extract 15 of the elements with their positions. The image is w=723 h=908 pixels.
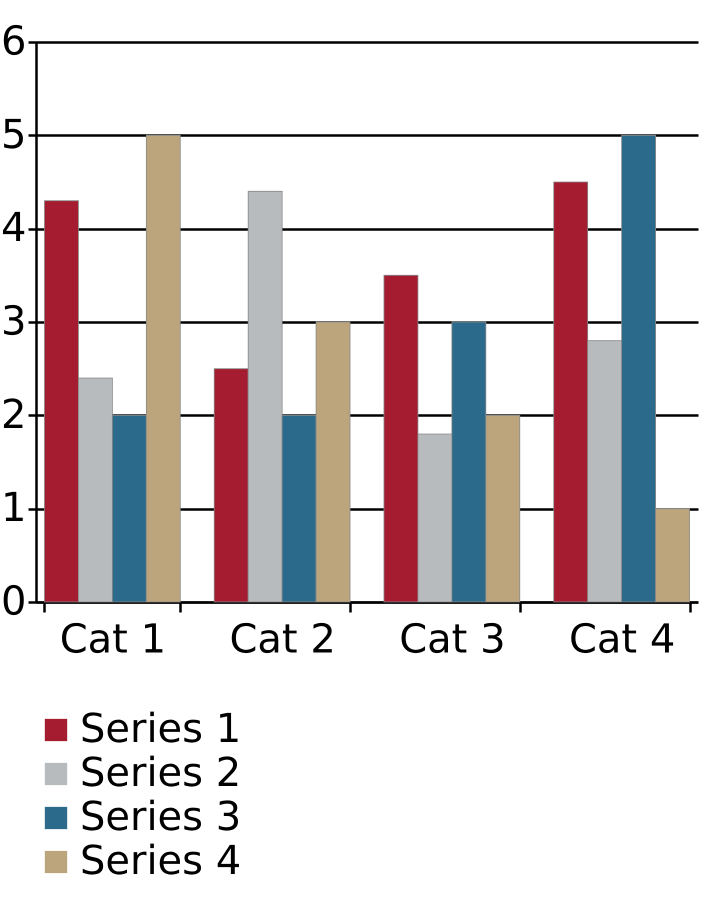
y-tick-label: 0 — [1, 578, 26, 624]
legend-label: Series 1 — [80, 706, 242, 752]
y-tick-label: 2 — [1, 392, 26, 438]
y-tick-label: 3 — [1, 298, 26, 344]
legend-label: Series 4 — [80, 838, 242, 884]
y-tick-label: 6 — [1, 18, 26, 64]
y-tick-label: 4 — [1, 205, 26, 252]
x-tick-label: Cat 2 — [229, 616, 336, 662]
x-tick-label: Cat 4 — [568, 616, 676, 662]
y-tick-label: 1 — [1, 485, 26, 532]
x-tick-label: Cat 1 — [60, 616, 166, 662]
legend-label: Series 3 — [80, 794, 242, 840]
legend-label: Series 2 — [80, 750, 242, 796]
x-tick-label: Cat 3 — [399, 616, 506, 662]
y-tick-label: 5 — [1, 112, 26, 158]
